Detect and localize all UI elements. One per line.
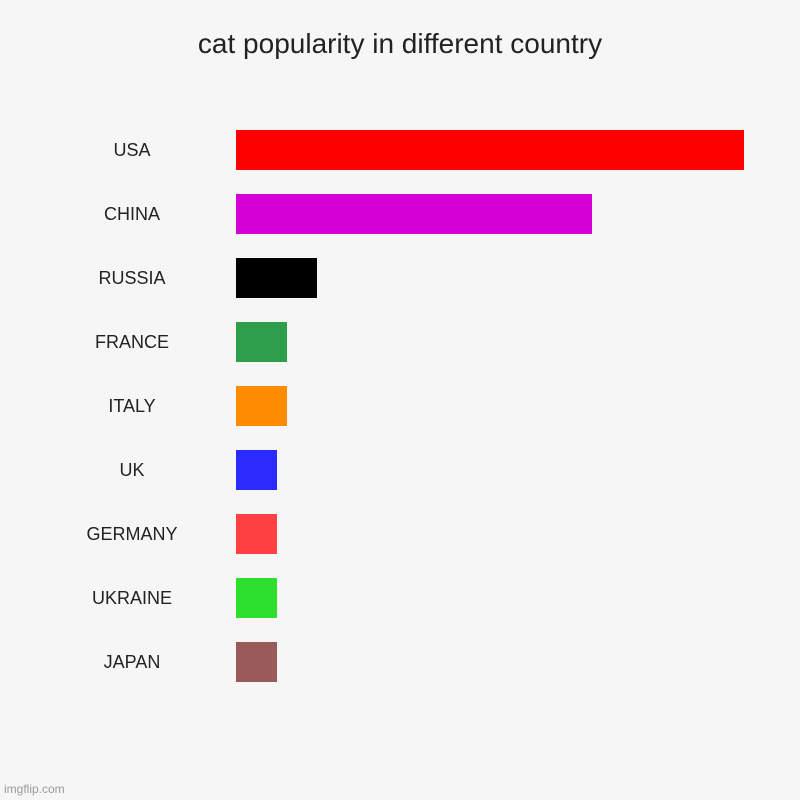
chart-row: RUSSIA <box>36 258 744 298</box>
bar-track <box>236 642 744 682</box>
bar-track <box>236 322 744 362</box>
bar <box>236 578 277 618</box>
chart-row: GERMANY <box>36 514 744 554</box>
bar <box>236 450 277 490</box>
bar-track <box>236 386 744 426</box>
bar <box>236 514 277 554</box>
bar-label: CHINA <box>36 204 236 225</box>
chart-row: CHINA <box>36 194 744 234</box>
chart-title: cat popularity in different country <box>36 28 764 60</box>
bar-label: GERMANY <box>36 524 236 545</box>
chart-row: UK <box>36 450 744 490</box>
bar-label: FRANCE <box>36 332 236 353</box>
bar-label: USA <box>36 140 236 161</box>
chart-rows: USA CHINA RUSSIA FRANCE ITALY UK GERMANY UKRAIN… <box>36 130 764 682</box>
bar-track <box>236 450 744 490</box>
bar <box>236 322 287 362</box>
bar-track <box>236 258 744 298</box>
chart-row: ITALY <box>36 386 744 426</box>
bar-track <box>236 130 744 170</box>
bar <box>236 130 744 170</box>
bar-track <box>236 194 744 234</box>
chart-row: UKRAINE <box>36 578 744 618</box>
bar <box>236 194 592 234</box>
watermark-text: imgflip.com <box>4 782 65 796</box>
bar-label: UKRAINE <box>36 588 236 609</box>
chart-row: JAPAN <box>36 642 744 682</box>
bar <box>236 386 287 426</box>
bar-chart: cat popularity in different country USA C… <box>0 0 800 800</box>
bar-label: UK <box>36 460 236 481</box>
bar <box>236 258 317 298</box>
chart-row: USA <box>36 130 744 170</box>
chart-row: FRANCE <box>36 322 744 362</box>
bar <box>236 642 277 682</box>
bar-track <box>236 514 744 554</box>
bar-label: ITALY <box>36 396 236 417</box>
bar-label: JAPAN <box>36 652 236 673</box>
bar-track <box>236 578 744 618</box>
bar-label: RUSSIA <box>36 268 236 289</box>
